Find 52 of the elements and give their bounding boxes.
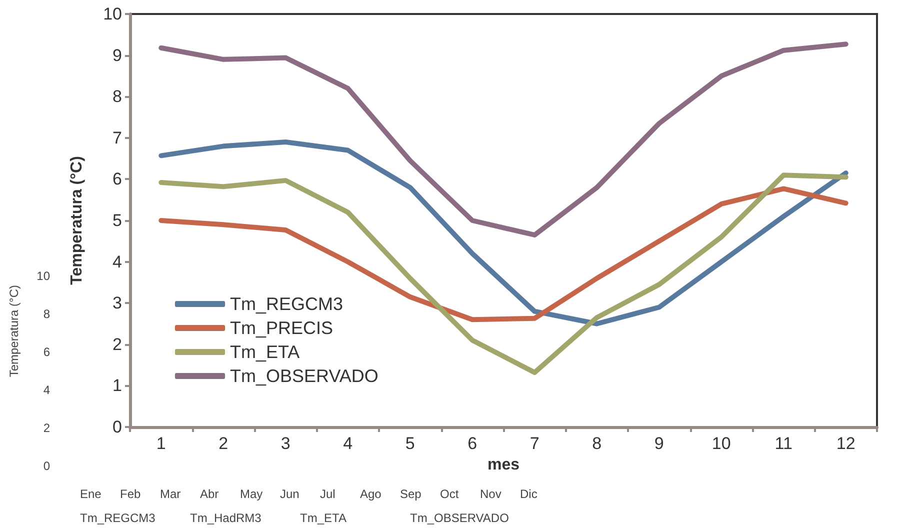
legend-label: Tm_REGCM3 xyxy=(230,294,344,314)
x-tick-label: 3 xyxy=(280,434,290,453)
y-tick-label: 3 xyxy=(112,294,122,313)
text: Tm_REGCM3 xyxy=(80,511,156,525)
text: Dic xyxy=(520,487,538,501)
legend-label: Tm_OBSERVADO xyxy=(230,366,378,386)
legend-label: Tm_PRECIS xyxy=(230,318,334,338)
text: Jun xyxy=(280,487,300,501)
y-tick-label: 8 xyxy=(112,87,122,106)
x-tick-label: 4 xyxy=(343,434,353,453)
text: Ago xyxy=(360,487,382,501)
x-tick-label: 9 xyxy=(654,434,664,453)
text: Jul xyxy=(320,487,336,501)
text: Oct xyxy=(440,487,460,501)
x-tick-label: 7 xyxy=(530,434,540,453)
x-tick-label: 8 xyxy=(592,434,602,453)
legend-label: Tm_ETA xyxy=(230,342,300,362)
text: Abr xyxy=(200,487,219,501)
text: Temperatura (°C) xyxy=(7,284,21,378)
text: Tm_OBSERVADO xyxy=(410,511,509,525)
x-tick-label: 11 xyxy=(774,434,792,453)
y-tick-label: 1 xyxy=(112,376,122,396)
text: Tm_HadRM3 xyxy=(190,511,262,525)
y-tick-label: 9 xyxy=(112,46,122,65)
x-axis-title: mes xyxy=(487,456,520,474)
text: 6 xyxy=(43,345,50,359)
x-tick-label: 2 xyxy=(218,434,228,453)
x-tick-label: 1 xyxy=(156,434,166,453)
x-tick-label: 12 xyxy=(836,434,856,453)
x-tick-label: 10 xyxy=(712,434,731,453)
x-tick-label: 6 xyxy=(468,434,478,453)
y-tick-label: 10 xyxy=(103,4,122,24)
text: Nov xyxy=(480,487,502,501)
y-tick-label: 7 xyxy=(112,128,122,148)
y-tick-label: 5 xyxy=(112,211,122,230)
text: 0 xyxy=(43,459,50,473)
text: 4 xyxy=(43,383,50,397)
text: Sep xyxy=(400,487,422,501)
y-axis-title: Temperatura (°C) xyxy=(68,156,86,285)
text: 8 xyxy=(43,307,50,321)
text: 10 xyxy=(36,269,50,283)
y-tick-label: 4 xyxy=(112,252,122,272)
y-tick-label: 6 xyxy=(112,170,122,189)
y-tick-label: 0 xyxy=(112,418,122,436)
y-tick-label: 2 xyxy=(112,334,122,354)
x-tick-label: 5 xyxy=(405,434,415,453)
text: Tm_ETA xyxy=(300,511,346,525)
text: Feb xyxy=(120,487,142,501)
text: 2 xyxy=(43,421,50,435)
text: Ene xyxy=(80,487,102,501)
text: Mar xyxy=(160,487,181,501)
text: May xyxy=(240,487,263,501)
